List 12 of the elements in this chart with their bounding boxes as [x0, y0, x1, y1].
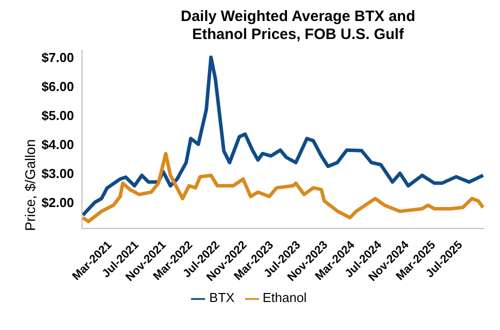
- line-series: [82, 152, 484, 224]
- y-tick-label: $3.00: [41, 166, 74, 181]
- legend-label: BTX: [209, 290, 235, 306]
- y-tick-label: $2.00: [41, 194, 74, 210]
- y-tick-label: $4.00: [41, 136, 74, 152]
- y-axis-title: Price, $/Gallon: [22, 139, 38, 232]
- line-series: [82, 56, 484, 217]
- chart-title: Daily Weighted Average BTX and Ethanol Prices, FOB U.S. Gulf: [180, 8, 416, 44]
- y-tick-label: $6.00: [41, 78, 74, 94]
- legend-label: Ethanol: [262, 290, 307, 306]
- y-tick-label: $5.00: [41, 108, 74, 123]
- y-tick-label: $7.00: [41, 50, 74, 65]
